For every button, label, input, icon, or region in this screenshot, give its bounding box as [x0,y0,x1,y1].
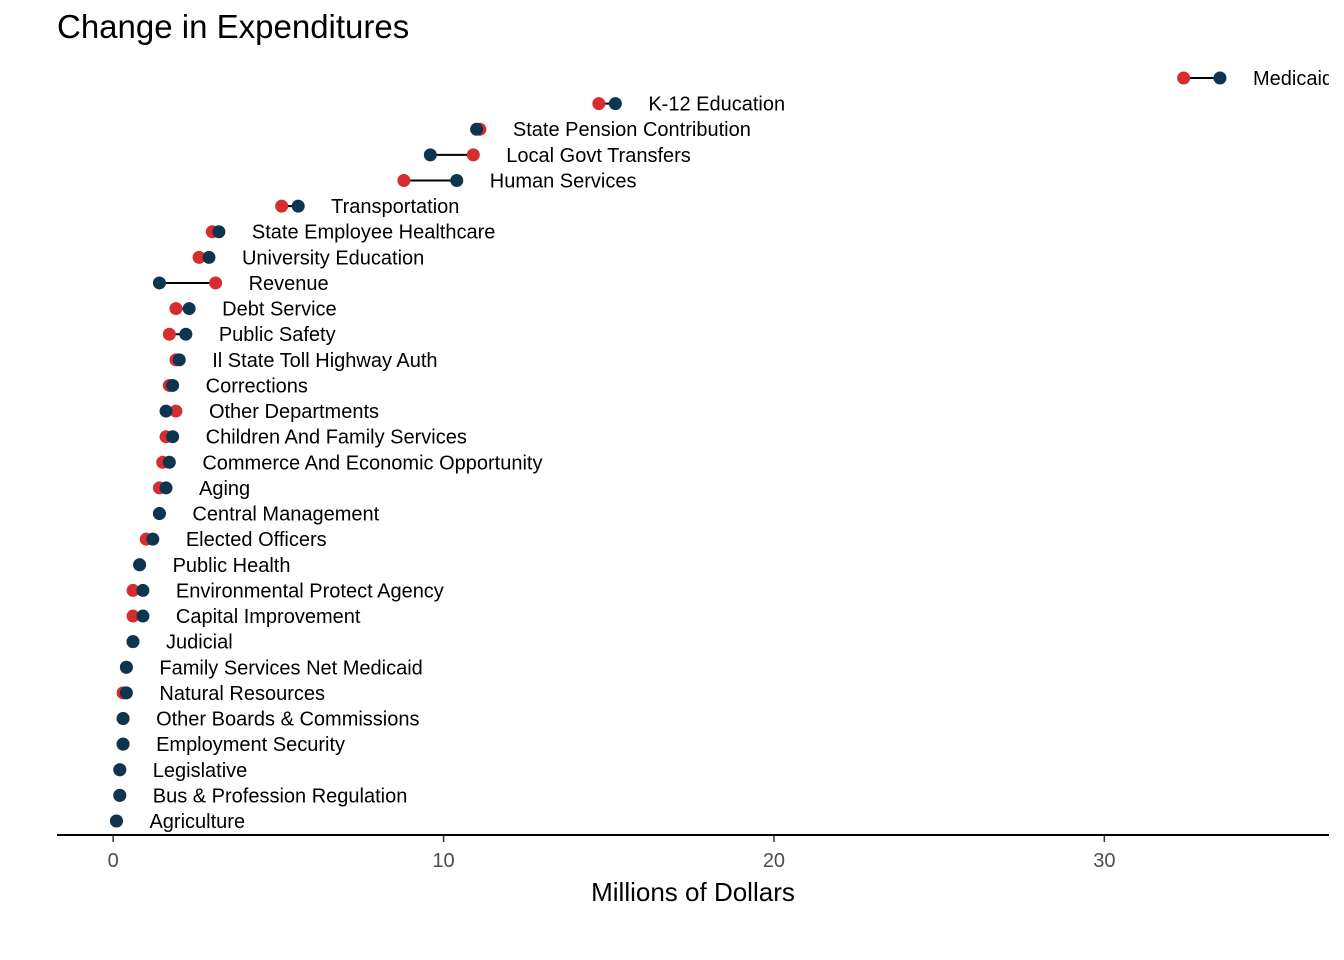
category-label: Bus & Profession Regulation [153,785,408,807]
end-point [179,327,193,341]
start-point [209,276,223,290]
category-label: Elected Officers [186,529,327,551]
start-point [169,302,183,316]
end-point [1213,71,1227,85]
end-point [470,122,484,136]
end-point [212,225,226,239]
end-point [136,609,150,623]
end-point [182,302,196,316]
category-label: Central Management [192,504,379,526]
start-point [192,250,206,264]
category-label: Il State Toll Highway Auth [212,350,437,372]
start-point [169,404,183,418]
category-label: K-12 Education [648,94,785,116]
x-axis-title: Millions of Dollars [591,877,795,907]
category-label: Children And Family Services [206,427,467,449]
category-label: Medicaid [1253,68,1333,90]
end-point [423,148,437,162]
end-point [136,583,150,597]
category-label: Aging [199,478,250,500]
start-point [126,583,140,597]
category-label: Human Services [490,170,637,192]
end-point [166,430,180,444]
end-point [113,788,127,802]
category-label: Other Departments [209,401,379,423]
start-point [466,148,480,162]
end-point [166,378,180,392]
category-label: Judicial [166,632,233,654]
category-label: State Employee Healthcare [252,222,495,244]
category-label: Agriculture [149,811,245,833]
category-label: Public Safety [219,324,336,346]
start-point [397,173,411,187]
start-point [162,327,176,341]
category-label: Corrections [206,375,308,397]
category-label: Employment Security [156,734,345,756]
x-tick-label: 30 [1093,850,1115,872]
start-point [592,97,606,111]
category-label: Other Boards & Commissions [156,709,419,731]
category-label: Commerce And Economic Opportunity [202,452,542,474]
category-label: Public Health [173,555,291,577]
category-label: Natural Resources [159,683,325,705]
end-point [159,404,173,418]
start-point [275,199,289,213]
start-point [1177,71,1191,85]
end-point [133,558,147,572]
end-point [172,353,186,367]
x-tick-label: 0 [108,850,119,872]
end-point [159,481,173,495]
category-label: Debt Service [222,299,336,321]
end-point [119,686,133,700]
end-point [126,635,140,649]
x-tick-label: 20 [763,850,785,872]
category-label: Local Govt Transfers [506,145,691,167]
category-label: Revenue [249,273,329,295]
end-point [608,97,622,111]
category-label: Family Services Net Medicaid [159,657,422,679]
end-point [162,455,176,469]
chart-title: Change in Expenditures [57,8,410,45]
start-point [126,609,140,623]
category-label: Transportation [331,196,459,218]
category-label: University Education [242,247,424,269]
category-label: Environmental Protect Agency [176,580,444,602]
end-point [113,763,127,777]
end-point [119,660,133,674]
x-tick-label: 10 [432,850,454,872]
end-point [146,532,160,546]
category-label: State Pension Contribution [513,119,751,141]
end-point [152,276,166,290]
end-point [109,814,123,828]
end-point [152,507,166,521]
end-point [291,199,305,213]
end-point [116,737,130,751]
category-label: Legislative [153,760,248,782]
category-label: Capital Improvement [176,606,361,628]
end-point [202,250,216,264]
end-point [116,712,130,726]
end-point [450,173,464,187]
